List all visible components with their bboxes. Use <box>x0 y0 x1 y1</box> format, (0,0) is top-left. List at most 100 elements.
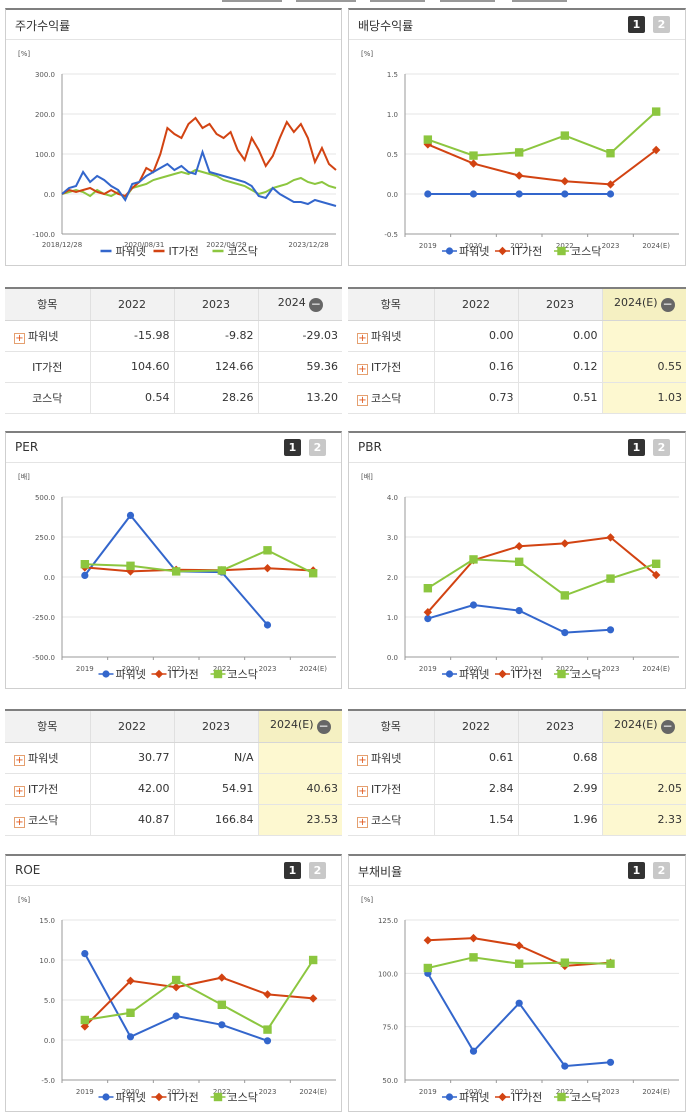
value-cell-estimate: 2.05 <box>601 773 686 805</box>
y-tick-label: -250.0 <box>32 614 55 622</box>
dividend-yield-chart: [%] 1.5 1.0 0.5 0.0 -0.5 2019 2020 2021 2022 2023 2… <box>361 50 679 258</box>
series-point-3 <box>606 149 615 158</box>
expand-plus-icon[interactable]: + <box>357 332 368 344</box>
minus-circle-icon[interactable]: − <box>316 719 331 735</box>
header-cell: 2023 <box>173 288 258 321</box>
y-tick-label: 5.0 <box>44 997 55 1005</box>
dividend-yield-table: 항목 2022 2023 2024(E) − + 파워넷 0.00 0.00 + IT… <box>348 287 686 414</box>
legend-label: 코스닥 <box>571 668 601 681</box>
expand-plus-icon[interactable]: + <box>14 785 25 797</box>
y-tick-label: 1.0 <box>387 111 398 119</box>
header-cell: 항목 <box>5 288 90 321</box>
expand-plus-icon[interactable]: + <box>14 754 25 766</box>
series-point-1 <box>469 601 478 609</box>
chart-toggle-button-1[interactable]: 1 <box>628 439 645 456</box>
row-name: 파워넷 <box>371 751 402 765</box>
legend-marker-1 <box>102 670 110 678</box>
table-row: + 파워넷 0.00 0.00 <box>348 320 686 352</box>
top-edge-bar <box>440 0 495 2</box>
series-point-2 <box>514 542 524 551</box>
y-axis-unit-label: [배] <box>361 472 373 481</box>
series-point-1 <box>218 1021 226 1029</box>
y-axis-unit-label: [배] <box>18 472 30 481</box>
header-cell: 2023 <box>517 710 602 743</box>
series-point-1 <box>81 571 89 579</box>
series-point-3 <box>263 1025 272 1034</box>
x-tick-label: 2023 <box>602 1088 620 1096</box>
row-name: 코스닥 <box>28 813 59 827</box>
pbr-panel: PBR 1 2 [배] 4.0 3.0 2.0 1.0 0.0 2019 2020 2021 20… <box>348 431 686 689</box>
legend-label: IT가전 <box>512 668 542 681</box>
chart-toggle-button-1[interactable]: 1 <box>284 439 301 456</box>
expand-plus-icon[interactable]: + <box>357 394 368 406</box>
dividend-yield-panel: 배당수익률 1 2 [%] 1.5 1.0 0.5 0.0 -0.5 2019 2020 202… <box>348 8 686 266</box>
legend-label: IT가전 <box>512 1091 542 1104</box>
series-point-2 <box>263 990 272 999</box>
header-cell: 2022 <box>433 710 518 743</box>
chart-toggle-button-1[interactable]: 1 <box>284 862 301 879</box>
value-cell: 40.87 <box>89 804 174 836</box>
chart-toggle-button-2[interactable]: 2 <box>653 439 670 456</box>
x-tick-label: 2022 <box>556 1088 574 1096</box>
legend-label: 코스닥 <box>571 245 601 258</box>
chart-toggle-button-2[interactable]: 2 <box>653 16 670 33</box>
value-cell: 0.00 <box>433 320 518 352</box>
series-point-3 <box>171 567 181 576</box>
minus-circle-icon[interactable]: − <box>660 719 675 735</box>
expand-plus-icon[interactable]: + <box>357 785 368 797</box>
legend-marker-3 <box>557 1092 566 1102</box>
x-tick-label: 2022/04/29 <box>206 241 246 249</box>
expand-plus-icon[interactable]: + <box>14 816 25 828</box>
y-tick-label: 500.0 <box>35 494 55 502</box>
x-tick-label: 2018/12/28 <box>42 241 82 249</box>
value-cell: 1.96 <box>517 804 602 836</box>
legend-marker-1 <box>445 1093 454 1101</box>
table-row: + 코스닥 1.54 1.96 2.33 <box>348 804 686 836</box>
x-tick-label: 2023 <box>602 242 620 250</box>
x-tick-label: 2023 <box>259 1088 277 1096</box>
series-point-3 <box>126 1008 135 1017</box>
series-point-2 <box>514 941 524 950</box>
header-cell: 항목 <box>348 710 434 743</box>
series-point-2 <box>217 973 227 982</box>
expand-plus-icon[interactable]: + <box>14 332 25 344</box>
value-cell-estimate <box>257 742 342 774</box>
chart-toggle-button-1[interactable]: 1 <box>628 16 645 33</box>
series-point-2 <box>469 933 478 943</box>
y-tick-label: 2.0 <box>387 574 398 582</box>
expand-plus-icon[interactable]: + <box>357 754 368 766</box>
series-point-3 <box>514 148 524 157</box>
panel-title: 부채비율 <box>358 865 403 879</box>
legend-marker-1 <box>102 1093 110 1101</box>
value-cell: -29.03 <box>257 320 342 352</box>
stock-return-table: 항목 2022 2023 2024− + 파워넷 -15.98 -9.82 -29… <box>5 287 342 414</box>
chart-toggle-button-2[interactable]: 2 <box>309 439 326 456</box>
chart-toggle-button-1[interactable]: 1 <box>628 862 645 879</box>
series-point-3 <box>469 555 478 564</box>
series-point-1 <box>424 615 432 623</box>
series-point-3 <box>651 559 661 568</box>
value-cell-estimate: 0.55 <box>601 351 686 383</box>
minus-circle-icon[interactable]: − <box>308 297 323 313</box>
expand-plus-icon[interactable]: + <box>357 363 368 375</box>
value-cell: 124.66 <box>173 351 258 383</box>
value-cell: 166.84 <box>173 804 258 836</box>
minus-circle-icon[interactable]: − <box>660 297 675 313</box>
top-edge-bar <box>512 0 567 2</box>
legend-label: 파워넷 <box>459 1091 489 1104</box>
series-line-1 <box>83 953 268 1042</box>
row-name-cell: + 코스닥 <box>5 804 90 836</box>
series-point-2 <box>514 171 524 180</box>
value-cell: 0.51 <box>517 382 602 414</box>
chart-toggle-button-2[interactable]: 2 <box>653 862 670 879</box>
row-name-cell: + 파워넷 <box>348 742 434 774</box>
series-point-2 <box>606 533 615 542</box>
panel-title: 배당수익률 <box>358 19 414 33</box>
series-line-2 <box>84 976 314 1028</box>
expand-plus-icon[interactable]: + <box>357 816 368 828</box>
value-cell: 2.84 <box>433 773 518 805</box>
series-point-1 <box>81 950 89 958</box>
series-point-3 <box>217 566 227 575</box>
chart-toggle-button-2[interactable]: 2 <box>309 862 326 879</box>
legend-marker-2 <box>498 669 507 679</box>
